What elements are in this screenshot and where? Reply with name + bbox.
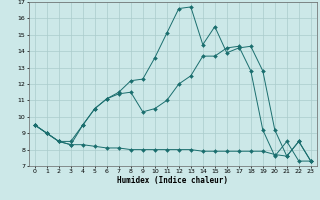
X-axis label: Humidex (Indice chaleur): Humidex (Indice chaleur) [117, 176, 228, 185]
